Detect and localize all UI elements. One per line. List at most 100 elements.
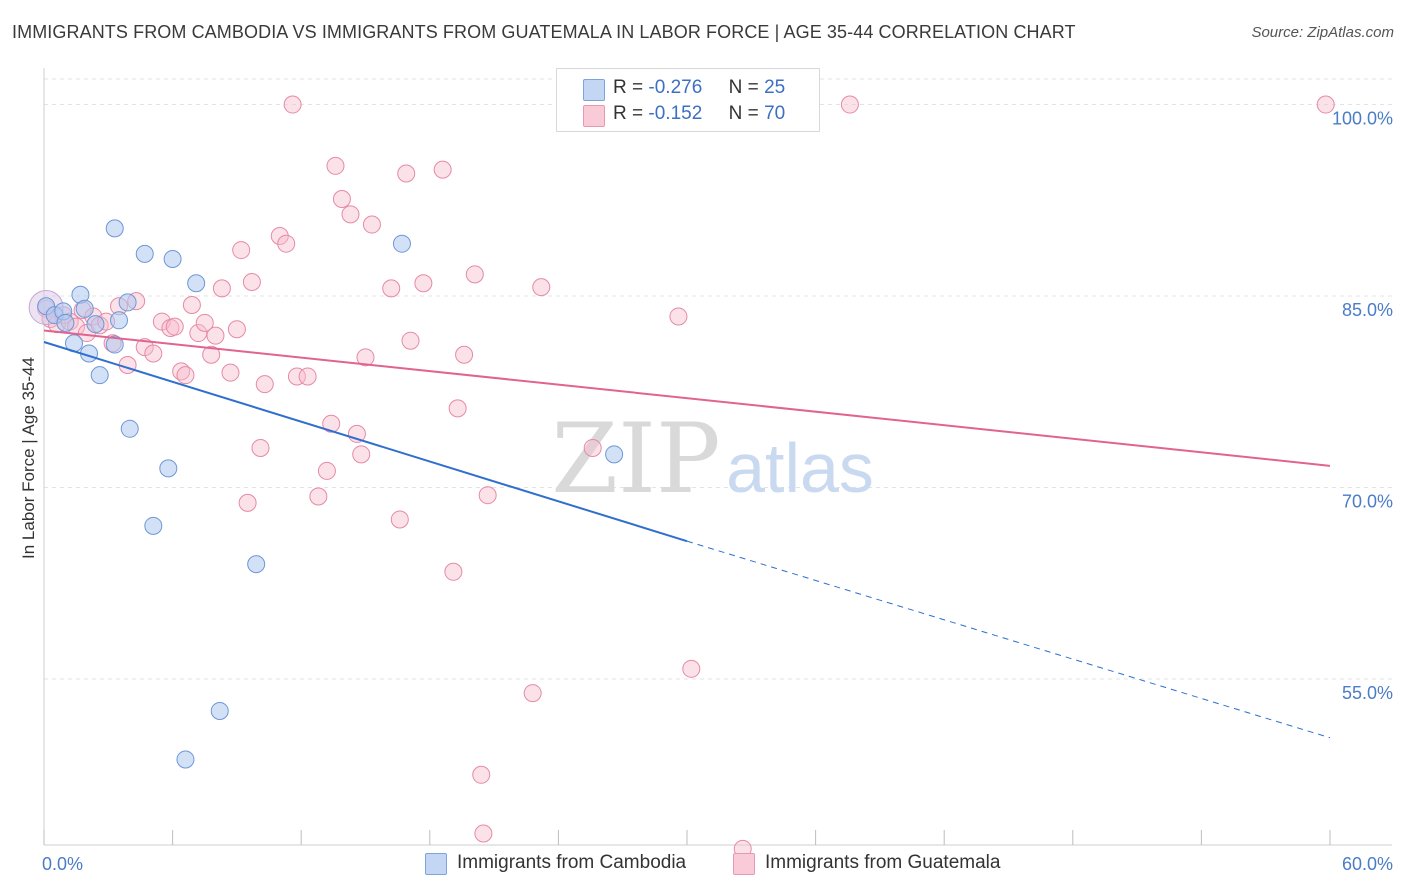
- guatemala-point: [189, 324, 208, 343]
- guatemala-point: [1316, 95, 1335, 114]
- guatemala-point: [444, 562, 463, 581]
- watermark-atlas: atlas: [726, 429, 874, 507]
- axis-layer: 55.0% 70.0% 85.0% 100.0% 0.0% 60.0%: [42, 68, 1393, 874]
- guatemala-point: [326, 156, 345, 175]
- n-label: N =: [728, 103, 759, 124]
- guatemala-point: [283, 95, 302, 114]
- n-value: 70: [764, 103, 786, 124]
- cambodia-point: [86, 315, 105, 334]
- cambodia-point: [105, 219, 124, 238]
- guatemala-point: [238, 493, 257, 512]
- guatemala-point: [382, 279, 401, 298]
- guatemala-point: [472, 765, 491, 784]
- x-tick-label: 60.0%: [1342, 854, 1393, 874]
- guatemala-point: [397, 164, 416, 183]
- series-legend: Immigrants from Cambodia Immigrants from…: [0, 852, 1406, 878]
- guatemala-point: [401, 331, 420, 350]
- guatemala-point: [242, 272, 261, 291]
- guatemala-point: [232, 241, 251, 260]
- guatemala-point: [165, 317, 184, 336]
- guatemala-point: [206, 326, 225, 345]
- guatemala-point: [298, 367, 317, 386]
- guatemala-point: [448, 399, 467, 418]
- guatemala-point: [176, 366, 195, 385]
- cambodia-point: [105, 335, 124, 354]
- guatemala-point: [195, 313, 214, 332]
- guatemala-point: [322, 414, 341, 433]
- guatemala-point: [227, 320, 246, 339]
- legend-label-cambodia: Immigrants from Cambodia: [457, 852, 687, 873]
- r-label: R =: [613, 103, 644, 124]
- grid-layer: [44, 78, 1392, 680]
- cambodia-point: [144, 516, 163, 535]
- guatemala-point: [433, 160, 452, 179]
- cambodia-swatch: [425, 853, 447, 875]
- x-tick-label: 0.0%: [42, 854, 83, 874]
- cambodia-point: [247, 555, 266, 574]
- guatemala-point: [390, 510, 409, 529]
- guatemala-point: [332, 190, 351, 209]
- guatemala-point: [202, 345, 221, 364]
- guatemala-point: [478, 486, 497, 505]
- guatemala-point: [362, 215, 381, 234]
- cambodia-point: [120, 419, 139, 438]
- guatemala-point: [309, 487, 328, 506]
- guatemala-point: [840, 95, 859, 114]
- guatemala-point: [682, 659, 701, 678]
- guatemala-point: [465, 265, 484, 284]
- guatemala-point: [270, 227, 289, 246]
- cambodia-point: [118, 293, 137, 312]
- guatemala-point: [356, 348, 375, 367]
- cambodia-swatch: [583, 79, 605, 101]
- guatemala-point: [182, 295, 201, 314]
- legend-cambodia-text: R = -0.276 N = 25: [613, 77, 785, 99]
- guatemala-point: [669, 307, 688, 326]
- r-label: R =: [613, 77, 644, 98]
- n-value: 25: [764, 77, 786, 98]
- guatemala-point: [277, 234, 296, 253]
- guatemala-point: [414, 274, 433, 293]
- n-label: N =: [728, 77, 759, 98]
- cambodia-points: [28, 219, 624, 769]
- guatemala-point: [221, 363, 240, 382]
- r-value: -0.152: [648, 103, 703, 124]
- cambodia-point: [75, 299, 94, 318]
- correlation-legend: R = -0.276 N = 25 R = -0.152 N = 70: [556, 68, 820, 132]
- cambodia-point: [392, 234, 411, 253]
- guatemala-point: [341, 205, 360, 224]
- guatemala-swatch: [733, 853, 755, 875]
- legend-guatemala-text: R = -0.152 N = 70: [613, 103, 785, 125]
- guatemala-point: [212, 279, 231, 298]
- guatemala-point: [255, 375, 274, 394]
- guatemala-swatch: [583, 105, 605, 127]
- r-value: -0.276: [648, 77, 703, 98]
- cambodia-point: [135, 244, 154, 263]
- cambodia-trend-line: [43, 341, 688, 543]
- cambodia-point: [605, 445, 624, 464]
- guatemala-point: [532, 278, 551, 297]
- y-tick-label: 70.0%: [1342, 492, 1393, 512]
- y-tick-label: 55.0%: [1342, 683, 1393, 703]
- guatemala-point: [474, 824, 493, 843]
- guatemala-point: [251, 438, 270, 457]
- cambodia-trend-extension: [686, 540, 1331, 739]
- cambodia-point: [163, 250, 182, 269]
- y-tick-label: 100.0%: [1332, 109, 1393, 129]
- guatemala-point: [523, 684, 542, 703]
- guatemala-point: [583, 438, 602, 457]
- y-axis-label: In Labor Force | Age 35-44: [19, 357, 38, 559]
- chart-source: Source: ZipAtlas.com: [1251, 24, 1394, 41]
- cambodia-point: [187, 274, 206, 293]
- cambodia-point: [90, 366, 109, 385]
- y-tick-label: 85.0%: [1342, 300, 1393, 320]
- trend-layer: [43, 329, 1331, 739]
- guatemala-point: [287, 367, 306, 386]
- cambodia-point: [56, 313, 75, 332]
- guatemala-point: [455, 345, 474, 364]
- legend-label-guatemala: Immigrants from Guatemala: [765, 852, 1001, 873]
- guatemala-point: [317, 461, 336, 480]
- cambodia-point: [210, 701, 229, 720]
- cambodia-point: [176, 750, 195, 769]
- watermark-zip: ZIP: [551, 403, 720, 515]
